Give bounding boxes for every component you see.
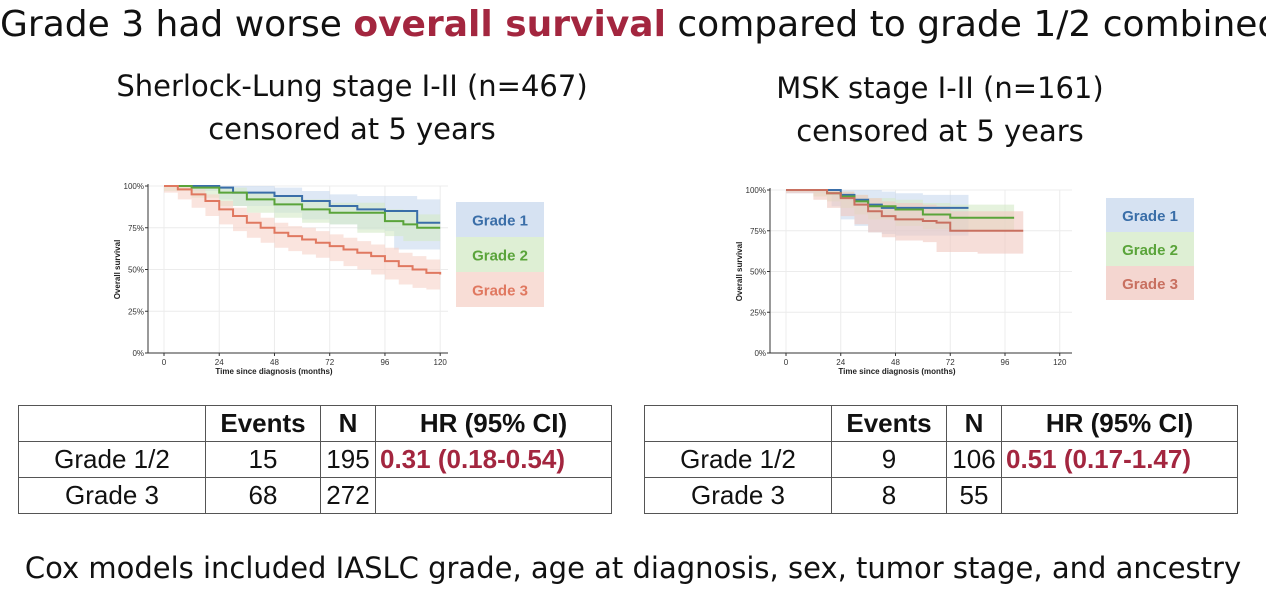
legend-label: Grade 2 xyxy=(472,248,528,265)
legend-swatch xyxy=(456,202,544,237)
hr-cell: 0.31 (0.18-0.54) xyxy=(375,441,612,478)
n-cell: 272 xyxy=(320,477,376,514)
x-tick-label: 96 xyxy=(380,358,389,367)
legend-swatch xyxy=(1106,232,1194,266)
legend-label: Grade 2 xyxy=(1122,242,1178,259)
legend-swatch xyxy=(456,237,544,272)
legend-label: Grade 3 xyxy=(472,283,528,300)
table-header: HR (95% CI) xyxy=(375,405,612,442)
n-cell: 106 xyxy=(946,441,1002,478)
subtitle-line1: Sherlock-Lung stage I-II (n=467) xyxy=(116,69,588,103)
survival-curve xyxy=(164,185,441,224)
legend-label: Grade 1 xyxy=(472,213,528,230)
title-prefix: Grade 3 had worse xyxy=(0,4,354,45)
hr-cell: 0.51 (0.17-1.47) xyxy=(1001,441,1238,478)
subtitle-line1: MSK stage I-II (n=161) xyxy=(776,71,1104,105)
y-tick-label: 100% xyxy=(746,186,766,195)
n-cell: 195 xyxy=(320,441,376,478)
title-suffix: compared to grade 1/2 combined xyxy=(665,4,1266,45)
title-highlight: overall survival xyxy=(353,4,666,45)
survival-curve xyxy=(786,189,1024,232)
legend-swatch xyxy=(1106,266,1194,300)
km-charts: 0% 25% 50% 75% 100% 0 24 48 72 96 120 Time since di… xyxy=(113,182,1194,376)
x-axis-label: Time since diagnosis (months) xyxy=(838,367,956,376)
x-tick-label: 24 xyxy=(215,358,224,367)
legend-swatch xyxy=(456,272,544,307)
table-row: Grade 1/2 15 195 0.31 (0.18-0.54) xyxy=(18,441,612,478)
confidence-band xyxy=(164,186,441,242)
x-tick-label: 48 xyxy=(891,358,900,367)
y-tick-label: 25% xyxy=(128,307,144,316)
table-row: Grade 1/2 9 106 0.51 (0.17-1.47) xyxy=(644,441,1238,478)
hr-cell xyxy=(1001,477,1238,514)
chart-subtitle-msk: MSK stage I-II (n=161) censored at 5 yea… xyxy=(660,67,1220,153)
km-chart-sherlock: 0% 25% 50% 75% 100% 0 24 48 72 96 120 Time since di… xyxy=(113,182,544,376)
table-header: N xyxy=(320,405,376,442)
table-header-row: Events N HR (95% CI) xyxy=(644,405,1238,442)
table-header-row: Events N HR (95% CI) xyxy=(18,405,612,442)
legend-label: Grade 1 xyxy=(1122,208,1178,225)
table-header xyxy=(18,405,206,442)
events-cell: 15 xyxy=(205,441,321,478)
row-label: Grade 3 xyxy=(18,477,206,514)
x-axis-label: Time since diagnosis (months) xyxy=(215,367,333,376)
table-header xyxy=(644,405,832,442)
y-tick-label: 75% xyxy=(128,224,144,233)
slide-title: Grade 3 had worse overall survival compa… xyxy=(0,0,1266,50)
row-label: Grade 3 xyxy=(644,477,832,514)
results-table-sherlock: Events N HR (95% CI) Grade 1/2 15 195 0.… xyxy=(18,405,612,514)
survival-curve xyxy=(164,185,442,275)
results-table-msk: Events N HR (95% CI) Grade 1/2 9 106 0.5… xyxy=(644,405,1238,514)
x-tick-label: 72 xyxy=(946,358,955,367)
y-tick-label: 50% xyxy=(128,266,144,275)
x-tick-label: 72 xyxy=(325,358,334,367)
table-header: HR (95% CI) xyxy=(1001,405,1238,442)
events-cell: 9 xyxy=(831,441,947,478)
y-axis-label: Overall survival xyxy=(735,242,744,302)
table-row: Grade 3 68 272 xyxy=(18,477,612,514)
survival-curve xyxy=(164,185,441,229)
legend-swatch xyxy=(1106,198,1194,232)
footnote: Cox models included IASLC grade, age at … xyxy=(24,551,1242,585)
subtitle-line2: censored at 5 years xyxy=(208,112,496,146)
hr-cell xyxy=(375,477,612,514)
legend-label: Grade 3 xyxy=(1122,276,1178,293)
x-tick-label: 96 xyxy=(1001,358,1010,367)
y-tick-label: 100% xyxy=(124,182,144,191)
n-cell: 55 xyxy=(946,477,1002,514)
events-cell: 8 xyxy=(831,477,947,514)
events-cell: 68 xyxy=(205,477,321,514)
km-chart-msk: 0% 25% 50% 75% 100% 0 24 48 72 96 120 Time since di… xyxy=(735,186,1194,376)
confidence-band xyxy=(786,190,1024,254)
y-tick-label: 0% xyxy=(754,349,766,358)
table-header: N xyxy=(946,405,1002,442)
table-header: Events xyxy=(831,405,947,442)
table-row: Grade 3 8 55 xyxy=(644,477,1238,514)
x-tick-label: 24 xyxy=(836,358,845,367)
y-tick-label: 25% xyxy=(750,308,766,317)
row-label: Grade 1/2 xyxy=(644,441,832,478)
y-tick-label: 75% xyxy=(750,227,766,236)
x-tick-label: 48 xyxy=(270,358,279,367)
y-tick-label: 50% xyxy=(750,268,766,277)
table-header: Events xyxy=(205,405,321,442)
x-tick-label: 120 xyxy=(1053,358,1067,367)
chart-subtitle-sherlock: Sherlock-Lung stage I-II (n=467) censore… xyxy=(72,65,632,151)
x-tick-label: 120 xyxy=(434,358,448,367)
x-tick-label: 0 xyxy=(162,358,167,367)
row-label: Grade 1/2 xyxy=(18,441,206,478)
y-tick-label: 0% xyxy=(132,349,144,358)
y-axis-label: Overall survival xyxy=(113,240,122,300)
subtitle-line2: censored at 5 years xyxy=(796,114,1084,148)
x-tick-label: 0 xyxy=(784,358,789,367)
